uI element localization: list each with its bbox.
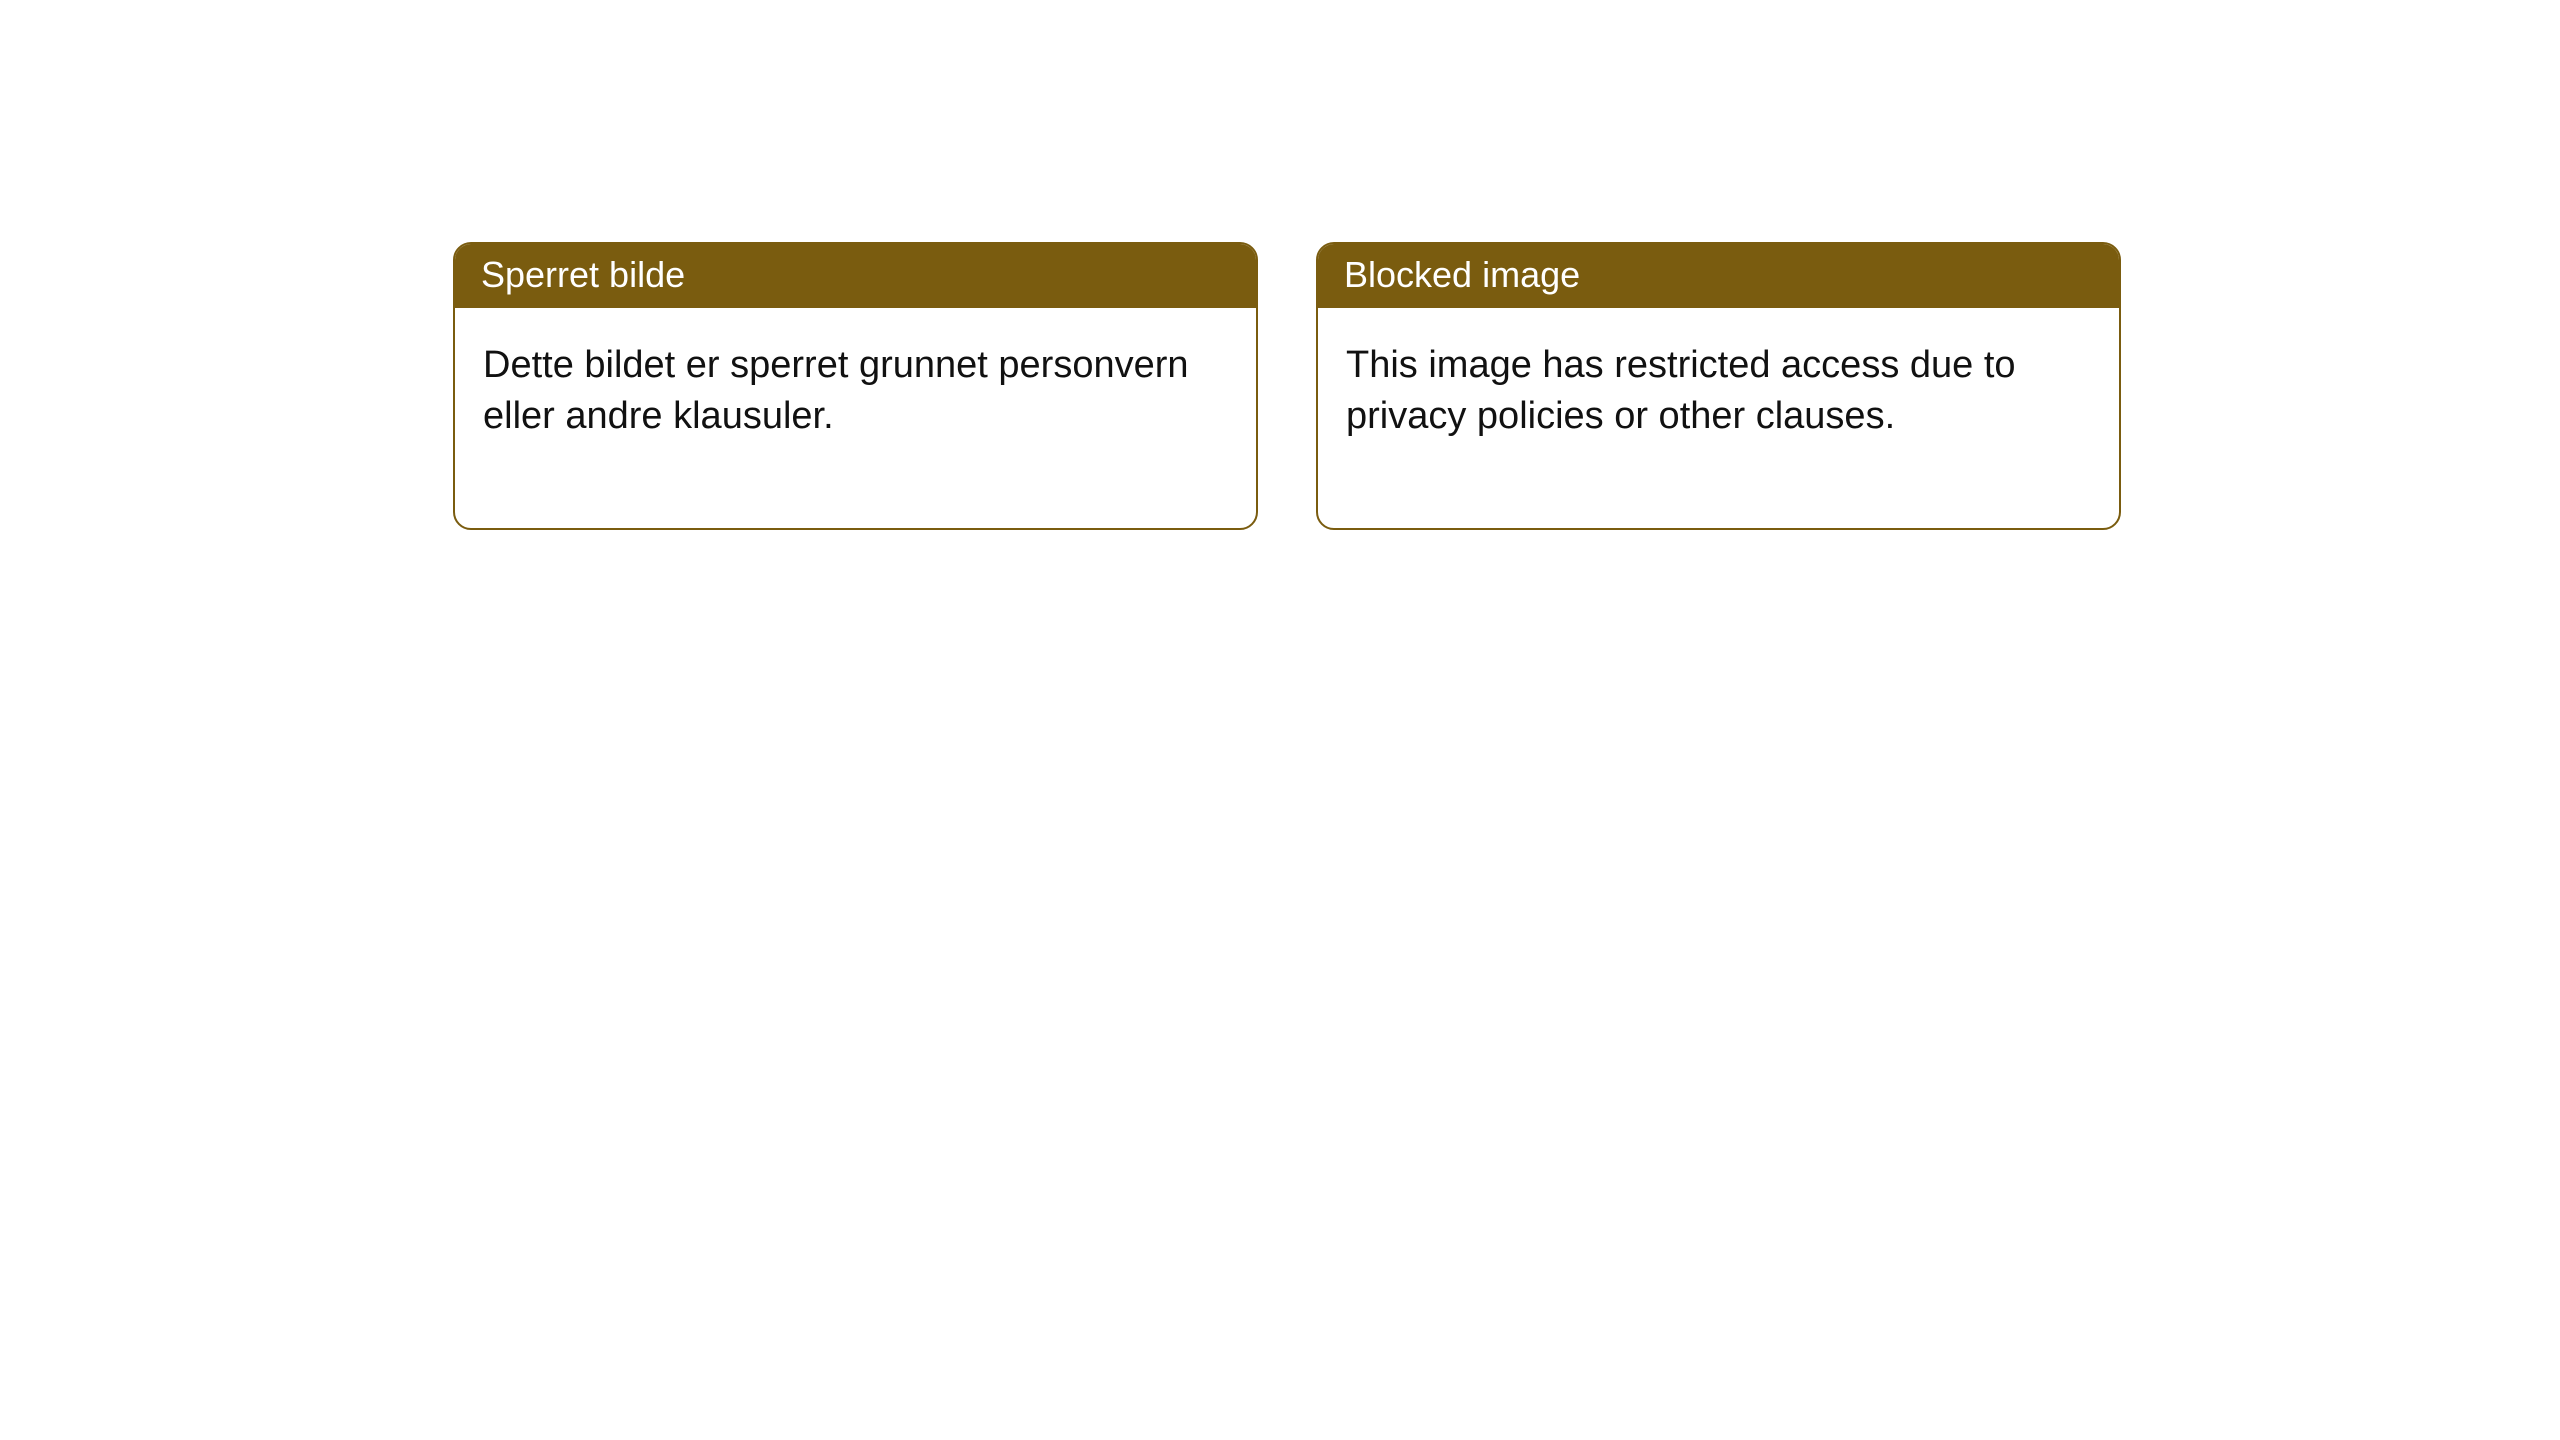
card-body: Dette bildet er sperret grunnet personve… — [455, 308, 1256, 528]
card-title: Blocked image — [1344, 254, 1580, 295]
card-message: This image has restricted access due to … — [1346, 344, 2016, 437]
notice-container: Sperret bilde Dette bildet er sperret gr… — [0, 0, 2560, 530]
card-header: Blocked image — [1318, 244, 2119, 308]
card-title: Sperret bilde — [481, 254, 685, 295]
notice-card-english: Blocked image This image has restricted … — [1316, 242, 2121, 530]
card-message: Dette bildet er sperret grunnet personve… — [483, 344, 1189, 437]
card-header: Sperret bilde — [455, 244, 1256, 308]
notice-card-norwegian: Sperret bilde Dette bildet er sperret gr… — [453, 242, 1258, 530]
card-body: This image has restricted access due to … — [1318, 308, 2119, 528]
